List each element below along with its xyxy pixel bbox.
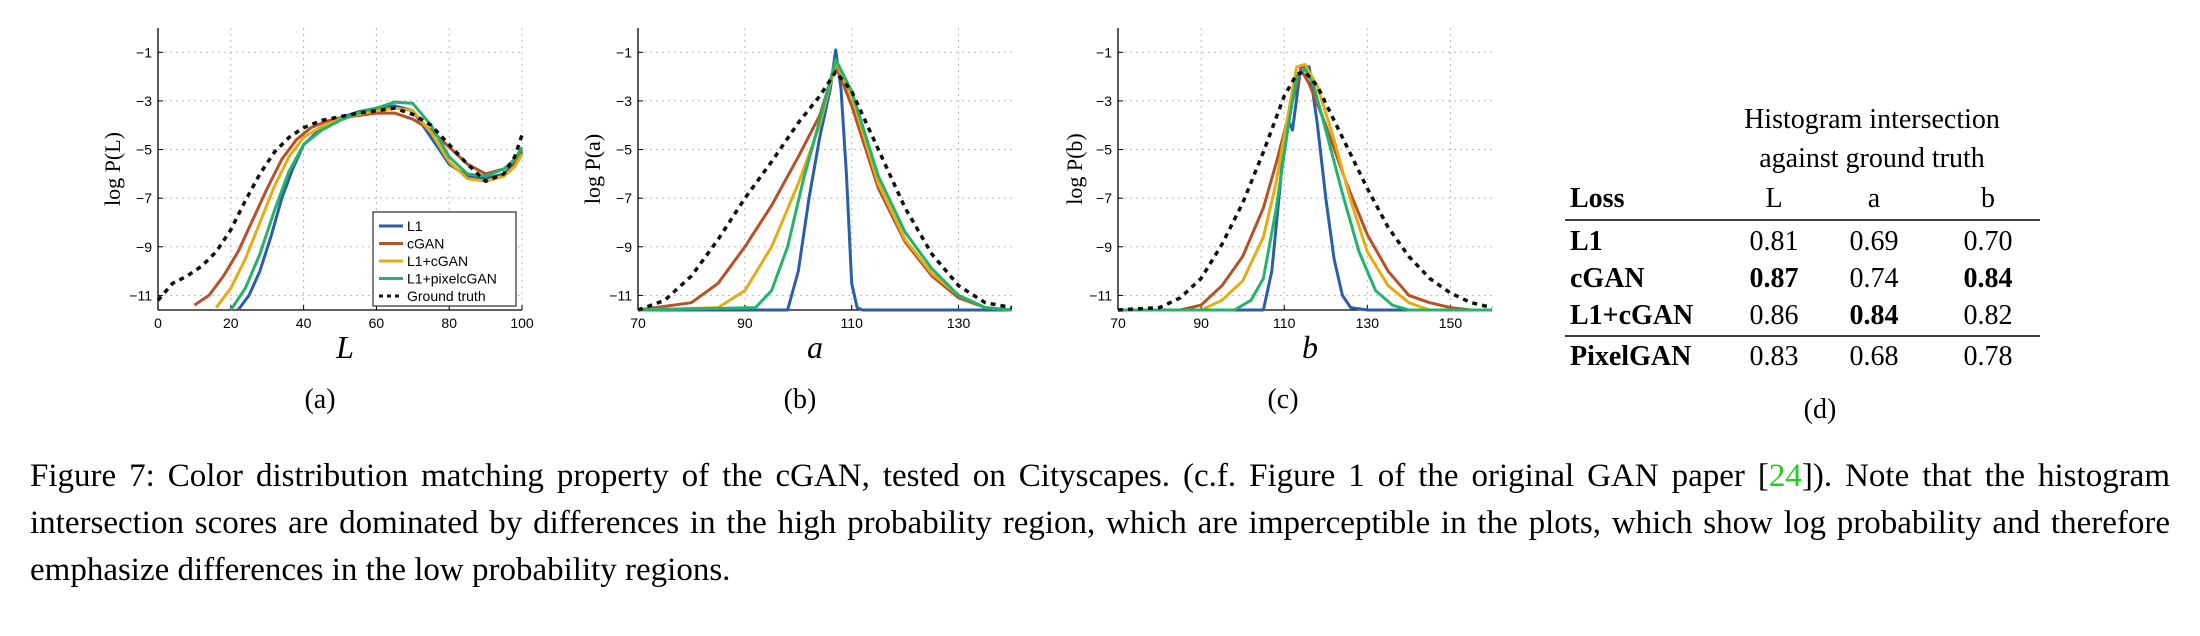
table-cell: cGAN (1570, 263, 1645, 294)
y-tick-label: −1 (616, 44, 632, 60)
x-tick-label: 130 (947, 315, 971, 331)
table-cell: 0.81 (1750, 226, 1799, 257)
histogram-intersection-table: Histogram intersection against ground tr… (1565, 104, 2040, 425)
x-tick-label: 90 (1193, 315, 1209, 331)
table-cell: 0.78 (1964, 341, 2013, 372)
legend-box (372, 211, 517, 307)
series-line-ground-truth (156, 106, 524, 302)
legend-entry: L1+cGAN (407, 253, 468, 269)
y-tick-label: −3 (616, 93, 632, 109)
x-tick-label: 150 (1439, 315, 1463, 331)
y-tick-label: −5 (1096, 142, 1112, 158)
x-axis-label: a (807, 329, 823, 365)
x-tick-label: 70 (1110, 315, 1126, 331)
y-axis-label: log P(L) (100, 132, 125, 206)
table-col-b: b (1981, 183, 1995, 214)
table-col-L: L (1765, 183, 1782, 214)
x-axis-label: L (335, 329, 354, 365)
x-tick-label: 60 (369, 315, 385, 331)
y-tick-label: −3 (1096, 93, 1112, 109)
series-line-l1-pixelcgan (1118, 67, 1492, 312)
y-tick-label: −1 (1096, 44, 1112, 60)
series-line-cgan (1118, 67, 1492, 312)
x-tick-label: 20 (223, 315, 239, 331)
figure-caption: Figure 7: Color distribution matching pr… (30, 453, 2170, 594)
table-header-line-2: against ground truth (1759, 143, 1985, 174)
table-cell: L1 (1570, 226, 1603, 257)
y-tick-label: −11 (1089, 287, 1112, 303)
y-tick-label: −7 (1096, 190, 1112, 206)
x-tick-label: 110 (841, 315, 864, 331)
table-cell: 0.69 (1850, 226, 1899, 257)
x-tick-label: 130 (1356, 315, 1380, 331)
y-tick-label: −7 (616, 190, 632, 206)
y-tick-label: −11 (129, 287, 152, 303)
x-tick-label: 40 (296, 315, 312, 331)
table-cell: 0.68 (1850, 341, 1899, 372)
table-header-line-1: Histogram intersection (1744, 104, 2000, 135)
x-tick-label: 70 (630, 315, 646, 331)
panel-label-c: (c) (1267, 384, 1298, 415)
series-line-ground-truth (637, 70, 1013, 312)
table-cell: 0.87 (1750, 263, 1799, 294)
series-line-l1-pixelcgan (637, 58, 1013, 312)
caption-text-start: Figure 7: Color distribution matching pr… (30, 458, 1769, 494)
x-tick-label: 90 (737, 315, 753, 331)
y-tick-label: −9 (616, 239, 632, 255)
table-row: L1+cGAN 0.86 0.84 0.82 (1570, 300, 2013, 331)
series-line-l1-cgan (1118, 63, 1492, 312)
x-tick-label: 0 (154, 315, 162, 331)
series-line-l1-cgan (214, 106, 524, 309)
panel-label-b: (b) (784, 384, 817, 415)
y-tick-label: −3 (136, 93, 152, 109)
series-line-l1 (638, 48, 1012, 312)
panel-label-a: (a) (304, 384, 335, 415)
panel-label-d: (d) (1804, 394, 1837, 425)
series-line-l1-pixelcgan (229, 100, 524, 311)
legend-entry: cGAN (407, 236, 444, 252)
table-row: cGAN 0.87 0.74 0.84 (1570, 263, 2013, 294)
table-cell: 0.74 (1850, 263, 1899, 294)
chart-panel-b: 70 90 110 130 −1 −3 −5 −7 −9 −11 a log P(a) (b) (580, 28, 1013, 415)
table-col-a: a (1868, 183, 1881, 214)
table-cell: 0.82 (1964, 300, 2013, 331)
table-row: L1 0.81 0.69 0.70 (1570, 226, 2013, 257)
x-tick-label: 110 (1273, 315, 1296, 331)
legend-entry: Ground truth (407, 288, 486, 304)
chart-panel-c: 70 90 110 130 150 −1 −3 −5 −7 −9 −11 b log P(b) (c) (1062, 28, 1493, 415)
x-axis-label: b (1302, 329, 1318, 365)
table-cell: 0.84 (1850, 300, 1899, 331)
x-tick-label: 80 (441, 315, 457, 331)
table-cell: L1+cGAN (1570, 300, 1693, 331)
y-tick-label: −11 (609, 287, 632, 303)
citation-link[interactable]: 24 (1768, 458, 1802, 494)
table-cell: 0.84 (1964, 263, 2013, 294)
series-line-ground-truth (1117, 70, 1493, 312)
y-tick-label: −7 (136, 190, 152, 206)
table-cell: PixelGAN (1570, 341, 1691, 372)
y-axis-label: log P(b) (1062, 133, 1087, 205)
y-tick-label: −9 (136, 239, 152, 255)
y-tick-label: −9 (1096, 239, 1112, 255)
table-row: PixelGAN 0.83 0.68 0.78 (1570, 341, 2013, 372)
table-cell: 0.83 (1750, 341, 1799, 372)
series-line-l1 (1118, 65, 1492, 312)
legend-entry: L1 (407, 218, 423, 234)
y-tick-label: −5 (616, 142, 632, 158)
y-axis-label: log P(a) (580, 134, 605, 204)
caption-text-end: ]). Note that the histogram intersection… (30, 458, 2170, 588)
table-cell: 0.86 (1750, 300, 1799, 331)
table-cell: 0.70 (1964, 226, 2013, 257)
table-col-loss: Loss (1570, 183, 1625, 214)
legend-entry: L1+pixelcGAN (407, 271, 497, 287)
y-tick-label: −5 (136, 142, 152, 158)
x-tick-label: 100 (510, 315, 534, 331)
y-tick-label: −1 (136, 44, 152, 60)
